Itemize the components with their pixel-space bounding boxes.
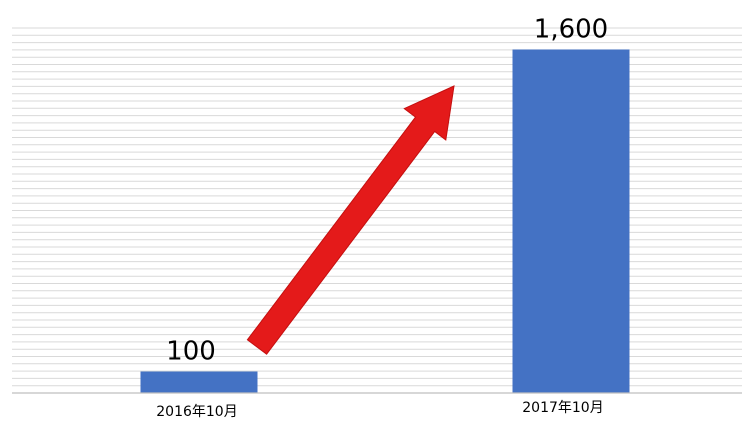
x-tick-labels: 2016年10月 2017年10月 xyxy=(156,400,603,420)
bar-1 xyxy=(140,371,258,393)
x-tick-label-1: 2016年10月 xyxy=(156,404,237,420)
growth-arrow xyxy=(246,85,455,355)
data-labels: 100 1,600 xyxy=(166,15,608,367)
red-arrow-icon xyxy=(246,85,455,355)
bars xyxy=(140,49,630,393)
x-tick-label-2: 2017年10月 xyxy=(522,400,603,416)
data-label-1: 100 xyxy=(166,337,216,367)
data-label-2: 1,600 xyxy=(534,15,608,45)
bar-2 xyxy=(512,49,630,393)
